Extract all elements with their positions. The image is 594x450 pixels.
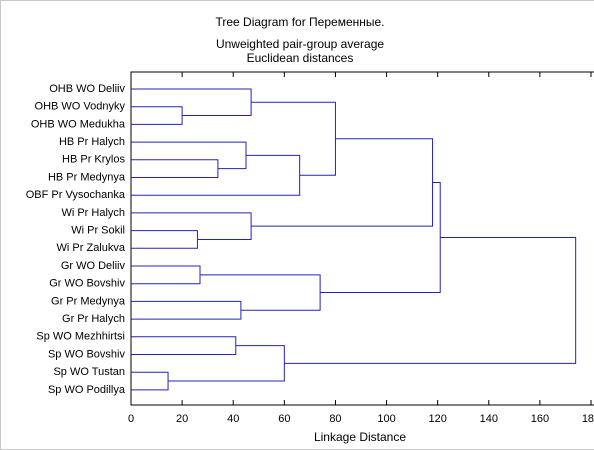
leaf-label: Sp WO Tustan [53, 366, 125, 378]
x-tick-label: 0 [128, 413, 134, 425]
leaf-label: Gr WO Deliiv [61, 260, 126, 272]
chart-subtitle: Unweighted pair-group average [216, 37, 384, 51]
leaf-label: Sp WO Podillya [48, 384, 126, 396]
x-tick-label: 80 [329, 413, 341, 425]
x-tick-label: 20 [176, 413, 188, 425]
leaf-label: HB Pr Halych [59, 136, 125, 148]
leaf-label: HB Pr Medynya [48, 171, 126, 183]
leaf-label: Gr Pr Halych [62, 313, 125, 325]
x-tick-label: 100 [377, 413, 395, 425]
chart-title: Tree Diagram for Переменные. [215, 15, 384, 29]
leaf-label: Sp WO Bovshiv [48, 348, 126, 360]
x-tick-label: 140 [480, 413, 498, 425]
x-tick-label: 120 [428, 413, 446, 425]
x-tick-label: 180 [582, 413, 594, 425]
leaf-label: Wi Pr Halych [61, 207, 125, 219]
leaf-label: HB Pr Krylos [62, 154, 125, 166]
x-axis-label: Linkage Distance [314, 430, 406, 444]
link [131, 106, 183, 125]
link [200, 274, 321, 311]
x-tick-label: 160 [531, 413, 549, 425]
leaf-label: OHB WO Deliiv [49, 83, 125, 95]
x-tick-label: 40 [227, 413, 239, 425]
leaf-label: Gr Pr Medynya [51, 295, 126, 307]
leaf-label: Sp WO Mezhhirtsi [36, 331, 125, 343]
leaf-label: OBF Pr Vysochanka [26, 189, 126, 201]
leaf-label: OHB WO Vodnyky [35, 101, 126, 113]
link [320, 181, 441, 294]
chart-subtitle: Euclidean distances [247, 51, 354, 65]
leaf-label: Gr WO Bovshiv [49, 278, 125, 290]
leaf-label: Wi Pr Sokil [71, 225, 125, 237]
link [131, 88, 252, 117]
link [131, 230, 198, 249]
link [131, 212, 252, 240]
leaf-label: OHB WO Medukha [31, 118, 126, 130]
leaf-label: Wi Pr Zalukva [57, 242, 126, 254]
x-tick-label: 60 [278, 413, 290, 425]
link [251, 101, 336, 176]
link [284, 237, 577, 364]
plot-area [130, 71, 594, 406]
link [168, 345, 285, 382]
